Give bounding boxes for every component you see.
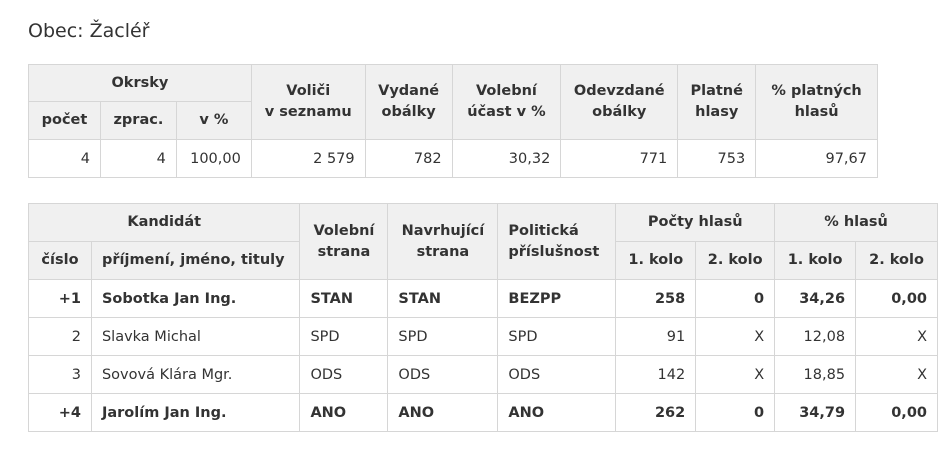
cell-volici: 2 579: [250, 139, 366, 178]
cell-navrhujici-strana: SPD: [387, 317, 499, 356]
cell-volebni-strana: ODS: [299, 355, 389, 394]
header-pocty-kolo2: 2. kolo: [695, 241, 776, 280]
cell-procento-kolo2: X: [855, 355, 938, 394]
cell-volebni-strana: STAN: [299, 279, 389, 318]
header-pocty-kolo1: 1. kolo: [615, 241, 697, 280]
header-v-procentech: v %: [175, 101, 252, 140]
cell-politicka-prislusnost: ODS: [497, 355, 617, 394]
header-okrsky: Okrsky: [28, 64, 252, 102]
cell-procento-kolo1: 18,85: [774, 355, 857, 394]
cell-pocty-kolo1: 142: [615, 355, 697, 394]
candidates-table: Kandidát Volební strana Navrhující strana …: [27, 203, 938, 432]
table-row: +1 Sobotka Jan Ing. STAN STAN BEZPP 258 …: [28, 279, 938, 318]
cell-pocet: 4: [28, 139, 101, 178]
cell-jmeno: Sobotka Jan Ing.: [90, 279, 301, 318]
cell-procento-kolo1: 34,26: [774, 279, 857, 318]
cell-cislo: +1: [28, 279, 92, 318]
cell-navrhujici-strana: ANO: [387, 393, 499, 432]
cell-v-procentech: 100,00: [175, 139, 252, 178]
cell-politicka-prislusnost: SPD: [497, 317, 617, 356]
cell-jmeno: Slavka Michal: [90, 317, 301, 356]
cell-cislo: 2: [28, 317, 92, 356]
cell-vydane-obalky: 782: [364, 139, 453, 178]
cell-navrhujici-strana: ODS: [387, 355, 499, 394]
table-row: 3 Sovová Klára Mgr. ODS ODS ODS 142 X 18…: [28, 355, 938, 394]
header-platne-hlasy: Platné hlasy: [677, 64, 757, 140]
header-odevzdane-obalky: Odevzdané obálky: [560, 64, 679, 140]
header-volebni-ucast: Volební účast v %: [451, 64, 562, 140]
header-jmeno: příjmení, jméno, tituly: [90, 241, 301, 280]
cell-pocty-kolo2: 0: [695, 393, 776, 432]
cell-volebni-ucast: 30,32: [451, 139, 562, 178]
cell-procento-kolo2: X: [855, 317, 938, 356]
cell-pocty-kolo1: 258: [615, 279, 697, 318]
header-procento-kolo1: 1. kolo: [774, 241, 857, 280]
cell-odevzdane-obalky: 771: [560, 139, 679, 178]
cell-pocty-kolo2: X: [695, 317, 776, 356]
cell-pocty-kolo1: 262: [615, 393, 697, 432]
cell-procento-kolo1: 34,79: [774, 393, 857, 432]
cell-politicka-prislusnost: ANO: [497, 393, 617, 432]
summary-row: 4 4 100,00 2 579 782 30,32 771 753 97,67: [28, 139, 878, 178]
header-pocty-hlasu: Počty hlasů: [615, 203, 776, 242]
summary-table: Okrsky Voliči v seznamu Vydané obálky Vole…: [28, 64, 878, 178]
cell-pocty-kolo1: 91: [615, 317, 697, 356]
header-procento-platnych: % platných hlasů: [755, 64, 878, 140]
table-row: 2 Slavka Michal SPD SPD SPD 91 X 12,08 X: [28, 317, 938, 356]
cell-platne-hlasy: 753: [677, 139, 757, 178]
header-navrhujici-strana: Navrhující strana: [387, 203, 499, 280]
header-politicka-prislusnost: Politická příslušnost: [497, 203, 617, 280]
cell-volebni-strana: SPD: [299, 317, 389, 356]
cell-zprac: 4: [99, 139, 177, 178]
header-procento-hlasu: % hlasů: [774, 203, 938, 242]
cell-cislo: +4: [28, 393, 92, 432]
header-vydane-obalky: Vydané obálky: [364, 64, 453, 140]
cell-navrhujici-strana: STAN: [387, 279, 499, 318]
header-cislo: číslo: [28, 241, 92, 280]
header-volici: Voliči v seznamu: [250, 64, 366, 140]
cell-procento-platnych: 97,67: [755, 139, 878, 178]
cell-jmeno: Jarolím Jan Ing.: [90, 393, 301, 432]
cell-pocty-kolo2: 0: [695, 279, 776, 318]
cell-jmeno: Sovová Klára Mgr.: [90, 355, 301, 394]
header-pocet: počet: [28, 101, 101, 140]
header-procento-kolo2: 2. kolo: [855, 241, 938, 280]
cell-procento-kolo2: 0,00: [855, 279, 938, 318]
cell-procento-kolo2: 0,00: [855, 393, 938, 432]
header-kandidat: Kandidát: [27, 203, 301, 242]
cell-procento-kolo1: 12,08: [774, 317, 857, 356]
header-zprac: zprac.: [99, 101, 177, 140]
cell-politicka-prislusnost: BEZPP: [497, 279, 617, 318]
header-volebni-strana: Volební strana: [299, 203, 389, 280]
cell-pocty-kolo2: X: [695, 355, 776, 394]
cell-cislo: 3: [28, 355, 92, 394]
cell-volebni-strana: ANO: [299, 393, 389, 432]
table-row: +4 Jarolím Jan Ing. ANO ANO ANO 262 0 34…: [28, 393, 938, 432]
page-title: Obec: Žacléř: [28, 20, 150, 42]
